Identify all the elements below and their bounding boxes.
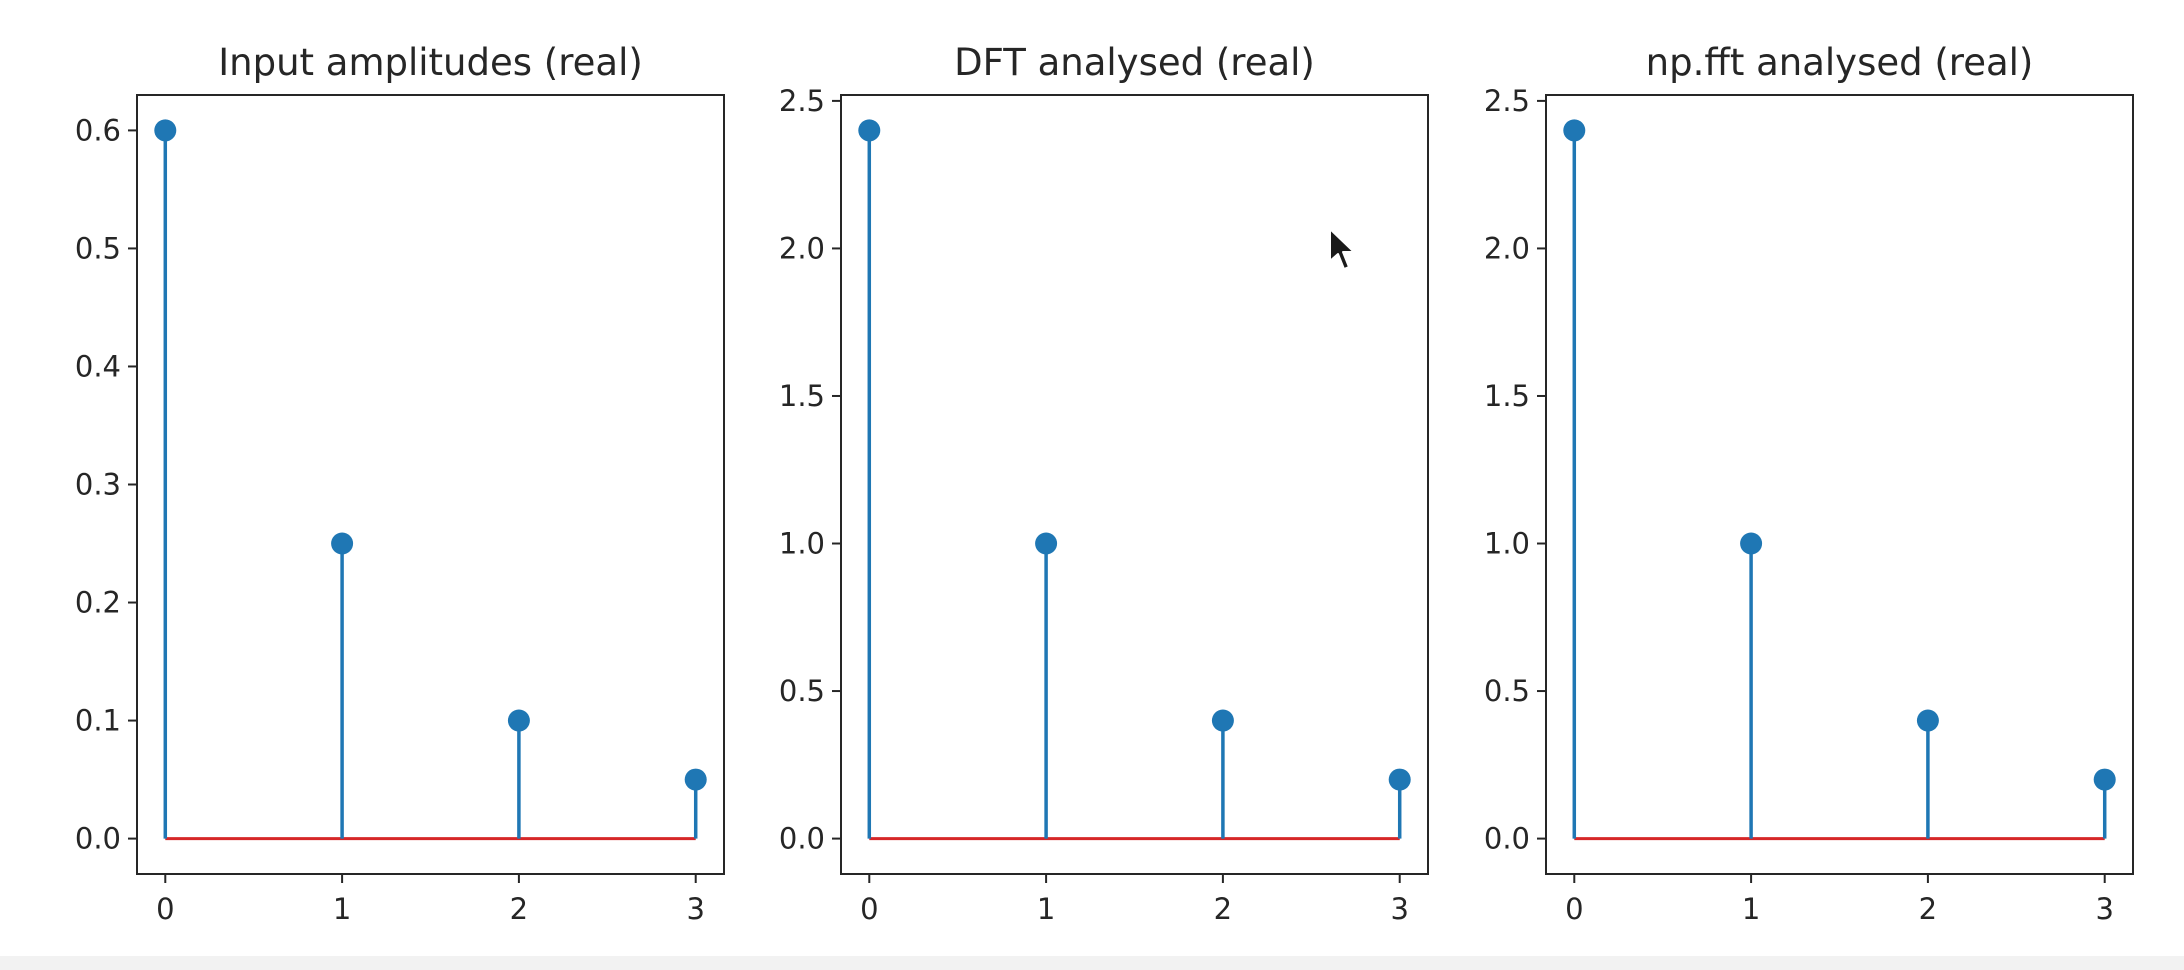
x-tick-label: 2 — [510, 892, 528, 926]
subplot-3: np.fft analysed (real) 0.0 0.5 1.0 1.5 2.0 2.5… — [1484, 41, 2134, 926]
y-tick-label: 0.6 — [75, 113, 121, 147]
stem-marker — [684, 768, 707, 791]
subplot-title: Input amplitudes (real) — [218, 41, 643, 84]
x-tick-label: 1 — [333, 892, 351, 926]
y-tick-label: 0.1 — [75, 704, 121, 738]
stem-marker — [2093, 768, 2116, 791]
stem-marker — [1035, 532, 1058, 555]
subplot-title: np.fft analysed (real) — [1646, 41, 2034, 84]
axes-frame — [1545, 94, 2134, 875]
stem-marker — [1388, 768, 1411, 791]
x-tick-label: 3 — [1390, 892, 1408, 926]
stem-marker — [1211, 709, 1234, 732]
y-tick-label: 2.5 — [1484, 84, 1530, 118]
stem-marker — [154, 119, 177, 142]
y-tick-label: 0.0 — [779, 822, 825, 856]
x-tick-label: 3 — [686, 892, 704, 926]
axes-frame — [136, 94, 725, 875]
y-tick-label: 0.5 — [75, 231, 121, 265]
y-tick-label: 0.0 — [1484, 822, 1530, 856]
y-tick-label: 1.5 — [1484, 379, 1530, 413]
subplot-title: DFT analysed (real) — [954, 41, 1315, 84]
x-tick-label: 0 — [860, 892, 878, 926]
stem-marker — [858, 119, 881, 142]
x-tick-label: 2 — [1214, 892, 1232, 926]
x-tick-label: 1 — [1742, 892, 1760, 926]
y-tick-label: 2.0 — [1484, 231, 1530, 265]
stem-marker — [1916, 709, 1939, 732]
x-tick-label: 0 — [156, 892, 174, 926]
y-tick-label: 0.4 — [75, 349, 121, 383]
y-tick-label: 0.0 — [75, 822, 121, 856]
axes-frame — [840, 94, 1429, 875]
x-tick-label: 0 — [1565, 892, 1583, 926]
x-tick-label: 2 — [1919, 892, 1937, 926]
mouse-cursor-icon — [1329, 228, 1355, 270]
stem-marker — [507, 709, 530, 732]
y-tick-label: 1.0 — [779, 527, 825, 561]
y-tick-label: 0.2 — [75, 586, 121, 620]
bottom-strip — [0, 956, 2184, 970]
y-tick-label: 1.5 — [779, 379, 825, 413]
subplot-1: Input amplitudes (real) 0.0 0.1 0.2 0.3 0.4 0.… — [75, 41, 725, 926]
y-tick-label: 0.5 — [1484, 674, 1530, 708]
y-tick-label: 0.5 — [779, 674, 825, 708]
x-tick-label: 3 — [2095, 892, 2113, 926]
y-tick-label: 1.0 — [1484, 527, 1530, 561]
y-tick-label: 0.3 — [75, 468, 121, 502]
y-tick-label: 2.0 — [779, 231, 825, 265]
stem-marker — [1740, 532, 1763, 555]
stem-marker — [331, 532, 354, 555]
y-tick-label: 2.5 — [779, 84, 825, 118]
stem-marker — [1563, 119, 1586, 142]
subplot-2: DFT analysed (real) 0.0 0.5 1.0 1.5 2.0 2.5 0 1 2… — [779, 41, 1429, 926]
x-tick-label: 1 — [1037, 892, 1055, 926]
